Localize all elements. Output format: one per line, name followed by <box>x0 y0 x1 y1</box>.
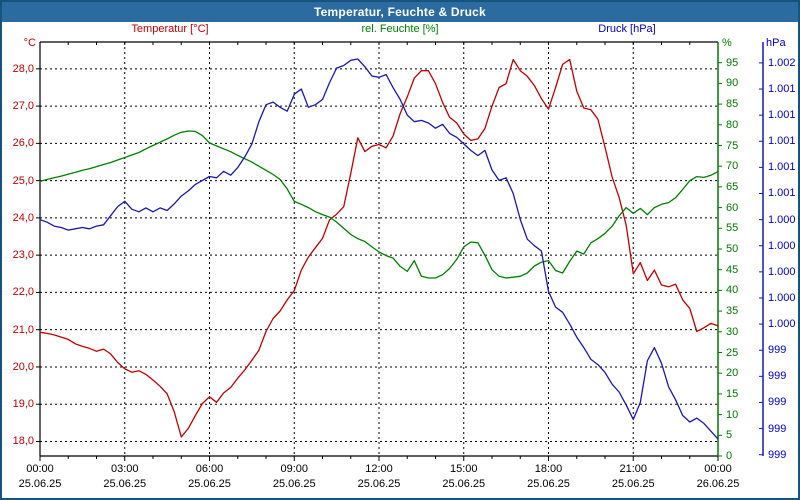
humidity-tick-label: 0 <box>726 450 733 462</box>
temperature-tick-label: 28,0 <box>12 62 34 75</box>
x-axis-time-label: 12:00 <box>365 463 393 475</box>
temperature-tick-label: 18,0 <box>12 435 34 448</box>
druck-series-line <box>39 58 719 440</box>
pressure-tick-label: 1.001 <box>768 187 796 200</box>
humidity-tick-label: 40 <box>726 284 739 297</box>
legend-temperature-label: Temperatur [°C] <box>131 23 209 35</box>
pressure-tick-label: 999 <box>768 422 787 435</box>
humidity-tick-label: 5 <box>726 429 733 442</box>
x-axis-time-label: 21:00 <box>619 463 648 475</box>
humidity-tick-label: 30 <box>726 325 739 338</box>
x-axis-date-label: 25.06.25 <box>611 478 655 490</box>
pressure-unit-label: hPa <box>766 37 786 49</box>
x-axis-time-label: 09:00 <box>280 463 309 475</box>
pressure-tick-label: 1.000 <box>768 265 796 278</box>
pressure-tick-label: 1.000 <box>768 213 796 226</box>
pressure-tick-label: 1.000 <box>768 291 796 304</box>
humidity-tick-label: 90 <box>726 77 739 90</box>
humidity-tick-label: 70 <box>726 160 739 173</box>
humidity-tick-label: 75 <box>726 139 739 152</box>
pressure-tick-label: 1.000 <box>768 318 796 331</box>
legend-humidity-label: rel. Feuchte [%] <box>361 23 439 35</box>
humidity-tick-label: 85 <box>726 98 739 111</box>
pressure-tick-label: 1.001 <box>768 83 796 96</box>
humidity-tick-label: 60 <box>726 201 739 214</box>
temperature-tick-label: 27,0 <box>12 100 34 113</box>
x-axis-time-label: 00:00 <box>704 463 732 475</box>
x-axis-date-label: 25.06.25 <box>357 478 401 490</box>
title-bar: Temperatur, Feuchte & Druck <box>2 2 798 22</box>
humidity-tick-label: 10 <box>726 408 739 421</box>
humidity-tick-label: 15 <box>726 387 739 400</box>
rel-feuchte-series-line <box>39 130 719 279</box>
legend-pressure-label: Druck [hPa] <box>598 23 656 35</box>
temperature-tick-label: 22,0 <box>12 286 34 299</box>
temperature-tick-label: 19,0 <box>12 398 34 411</box>
x-axis-time-label: 06:00 <box>195 463 224 475</box>
humidity-tick-label: 65 <box>726 180 739 193</box>
x-axis-time-label: 15:00 <box>449 463 478 475</box>
pressure-tick-label: 1.001 <box>768 109 796 122</box>
x-axis-date-label: 25.06.25 <box>442 478 486 490</box>
humidity-unit-label: % <box>722 37 732 49</box>
pressure-tick-label: 999 <box>768 370 787 383</box>
humidity-tick-label: 20 <box>726 367 739 380</box>
x-axis-date-label: 25.06.25 <box>18 478 62 490</box>
temperatur-series-line <box>39 58 719 438</box>
pressure-tick-label: 999 <box>768 344 787 357</box>
x-axis-time-label: 03:00 <box>110 463 139 475</box>
pressure-tick-label: 1.001 <box>768 161 796 174</box>
humidity-tick-label: 45 <box>726 263 739 276</box>
temperature-unit-label: °C <box>23 37 36 49</box>
x-axis-date-label: 25.06.25 <box>103 478 147 490</box>
humidity-tick-label: 55 <box>726 222 739 235</box>
humidity-tick-label: 25 <box>726 346 739 359</box>
pressure-tick-label: 999 <box>768 448 787 461</box>
temperature-tick-label: 24,0 <box>12 211 34 224</box>
x-axis-time-label: 18:00 <box>534 463 563 475</box>
window-title: Temperatur, Feuchte & Druck <box>314 5 486 19</box>
x-axis-date-label: 25.06.25 <box>188 478 231 490</box>
temperature-tick-label: 25,0 <box>12 174 34 187</box>
pressure-tick-label: 1.001 <box>768 135 796 148</box>
x-axis-date-label: 25.06.25 <box>527 478 570 490</box>
pressure-tick-label: 999 <box>768 396 787 409</box>
pressure-tick-label: 1.000 <box>768 239 796 252</box>
temperature-tick-label: 21,0 <box>12 323 34 336</box>
x-axis-date-label: 26.06.25 <box>696 478 740 490</box>
temperature-tick-label: 20,0 <box>12 360 34 373</box>
humidity-tick-label: 35 <box>726 305 739 318</box>
humidity-tick-label: 50 <box>726 243 739 255</box>
pressure-tick-label: 1.002 <box>768 56 796 69</box>
x-axis-date-label: 25.06.25 <box>272 478 316 490</box>
temperature-tick-label: 23,0 <box>12 249 34 262</box>
humidity-tick-label: 80 <box>726 118 739 131</box>
humidity-tick-label: 95 <box>726 56 739 69</box>
x-axis-time-label: 00:00 <box>26 463 54 475</box>
temperature-tick-label: 26,0 <box>12 137 34 150</box>
